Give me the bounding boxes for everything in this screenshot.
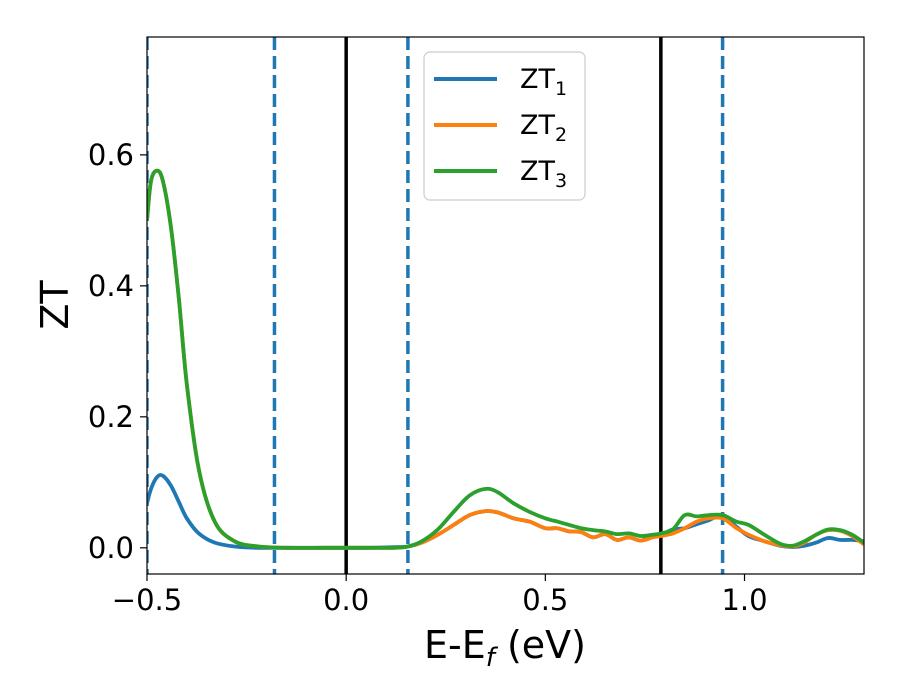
x-axis: −0.5 0.0 0.5 1.0 — [112, 574, 768, 617]
legend-label-zt1: ZT1 — [520, 64, 567, 100]
legend-label-zt2: ZT2 — [520, 110, 567, 146]
y-tick-label: 0.6 — [88, 138, 134, 172]
x-axis-label-unit: (eV) — [495, 623, 586, 667]
x-tick-label: 0.5 — [522, 583, 568, 617]
x-axis-label-main: E-E — [424, 623, 486, 667]
legend-label-zt3: ZT3 — [520, 156, 567, 192]
y-axis: 0.0 0.2 0.4 0.6 — [88, 138, 147, 565]
legend-box — [423, 51, 586, 201]
plot-frame — [146, 36, 865, 575]
series-line-zt2 — [147, 168, 864, 550]
x-axis-label: E-Ef (eV) — [424, 623, 586, 673]
series-layer — [147, 168, 864, 550]
legend: ZT1 ZT2 ZT3 — [423, 51, 586, 201]
x-tick-label: −0.5 — [112, 583, 182, 617]
y-tick-label: 0.0 — [88, 531, 134, 565]
y-axis-label: ZT — [33, 280, 77, 330]
series-line-zt3 — [147, 168, 864, 550]
x-tick-label: 0.0 — [323, 583, 369, 617]
x-tick-label: 1.0 — [721, 583, 767, 617]
y-tick-label: 0.2 — [88, 400, 134, 434]
y-tick-label: 0.4 — [88, 269, 134, 303]
reference-lines-layer — [147, 37, 725, 574]
